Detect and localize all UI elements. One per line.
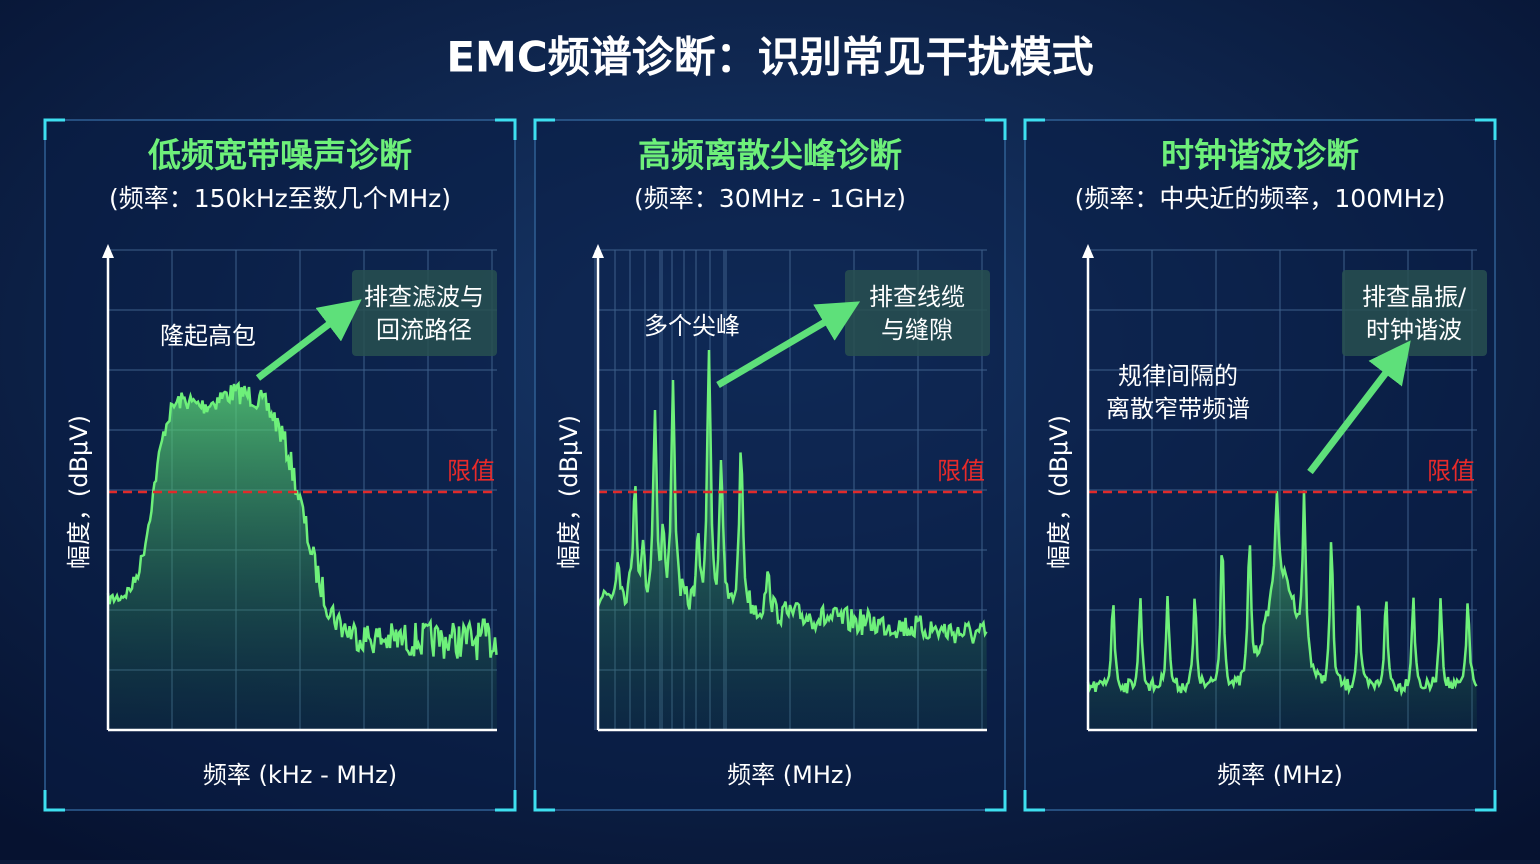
panel-corner (1023, 118, 1045, 140)
callout-text: 排查线缆 (869, 283, 965, 311)
x-axis-label: 频率 (MHz) (1217, 761, 1343, 789)
annotation: 规律间隔的 (1118, 362, 1238, 390)
spectrum-line (106, 380, 498, 661)
x-axis-label: 频率 (kHz - MHz) (203, 761, 397, 789)
main-title: EMC频谱诊断：识别常见干扰模式 (446, 33, 1093, 82)
callout-box (352, 270, 497, 356)
callout-text: 排查晶振/ (1362, 283, 1467, 311)
callout-box (1342, 270, 1487, 356)
y-axis-label: 幅度，(dBμV) (555, 415, 583, 569)
spectrum-line (596, 349, 988, 644)
panel-title: 高频离散尖峰诊断 (638, 136, 902, 175)
panel-subtitle: (频率：150kHz至数几个MHz) (109, 184, 451, 213)
panel-corner (43, 118, 65, 140)
y-axis-arrow (592, 244, 604, 258)
annotation: 多个尖峰 (644, 312, 740, 340)
callout-text: 时钟谐波 (1366, 316, 1462, 344)
spectrum-fill (1088, 490, 1477, 730)
spectrum-line (1086, 490, 1478, 697)
y-axis-arrow (102, 244, 114, 258)
callout-box (845, 270, 990, 356)
callout-text: 排查滤波与 (364, 283, 484, 311)
y-axis-label: 幅度，(dBμV) (1045, 415, 1073, 569)
y-axis-label: 幅度，(dBμV) (65, 415, 93, 569)
panel-subtitle: (频率：30MHz - 1GHz) (634, 184, 906, 213)
panel-subtitle: (频率：中央近的频率，100MHz) (1075, 184, 1446, 213)
panel-corner (495, 790, 517, 812)
annotation: 离散窄带频谱 (1106, 395, 1250, 423)
panel-corner (533, 790, 555, 812)
panel-title: 时钟谐波诊断 (1161, 136, 1359, 175)
callout-text: 回流路径 (376, 316, 472, 344)
spectrum-fill (108, 383, 497, 730)
annotation: 隆起高包 (160, 322, 256, 350)
arrow (716, 301, 861, 389)
x-axis-label: 频率 (MHz) (727, 761, 853, 789)
arrow (255, 299, 362, 381)
panel-corner (985, 118, 1007, 140)
panel-corner (1475, 118, 1497, 140)
limit-label: 限值 (1427, 457, 1475, 485)
panel-corner (1475, 790, 1497, 812)
panel-corner (495, 118, 517, 140)
panel: 高频离散尖峰诊断 (频率：30MHz - 1GHz) 限值 幅度，(dBμV) 频率 (… (533, 118, 1007, 812)
panel-corner (985, 790, 1007, 812)
limit-label: 限值 (447, 457, 495, 485)
y-axis-arrow (1082, 244, 1094, 258)
limit-label: 限值 (937, 457, 985, 485)
callout-text: 与缝隙 (881, 316, 953, 344)
panel: 低频宽带噪声诊断 (频率：150kHz至数几个MHz) 限值 幅度，(dBμV) 频率 … (43, 118, 517, 812)
panel-corner (43, 790, 65, 812)
arrow (1307, 340, 1411, 475)
panel-corner (1023, 790, 1045, 812)
panel-title: 低频宽带噪声诊断 (148, 136, 412, 175)
panel-corner (533, 118, 555, 140)
panel: 时钟谐波诊断 (频率：中央近的频率，100MHz) 限值 幅度，(dBμV) 频率 (M… (1023, 118, 1497, 812)
